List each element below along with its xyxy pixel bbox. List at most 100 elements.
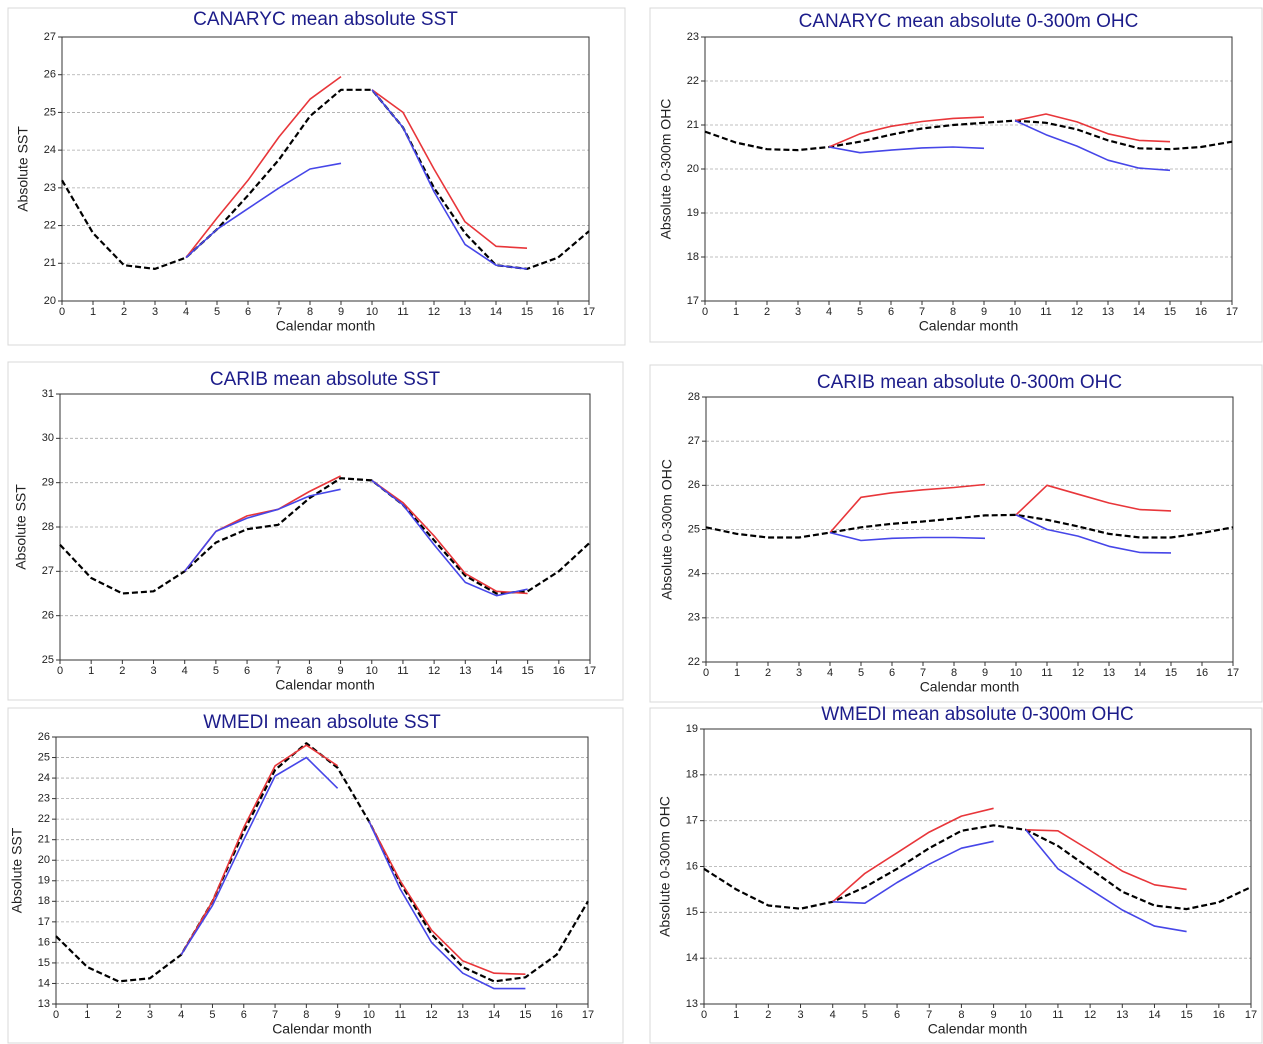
x-tick-label: 11 bbox=[1040, 306, 1051, 318]
x-tick-label: 10 bbox=[363, 1009, 375, 1021]
x-tick-label: 6 bbox=[888, 306, 894, 318]
x-axis-label: Calendar month bbox=[920, 679, 1020, 695]
y-axis-label: Absolute 0-300m OHC bbox=[657, 796, 673, 937]
x-tick-label: 0 bbox=[703, 667, 709, 679]
forecast-line bbox=[371, 89, 528, 249]
x-tick-label: 17 bbox=[1226, 306, 1238, 318]
plot-frame bbox=[703, 728, 1252, 1005]
x-tick-label: 6 bbox=[244, 665, 250, 677]
y-tick-label: 26 bbox=[688, 479, 700, 491]
panel-frame bbox=[7, 7, 626, 346]
x-tick-label: 4 bbox=[178, 1009, 184, 1021]
y-tick-label: 13 bbox=[38, 998, 50, 1010]
x-tick-label: 8 bbox=[303, 1009, 309, 1021]
plot-frame bbox=[704, 36, 1233, 302]
x-tick-label: 4 bbox=[182, 665, 188, 677]
x-tick-label: 17 bbox=[584, 665, 596, 677]
y-tick-label: 23 bbox=[687, 31, 699, 43]
x-tick-label: 15 bbox=[1165, 667, 1177, 679]
x-tick-label: 11 bbox=[1052, 1009, 1063, 1021]
x-tick-label: 1 bbox=[733, 1009, 739, 1021]
climatology-line bbox=[59, 477, 591, 595]
chart-title: CARIB mean absolute 0-300m OHC bbox=[817, 372, 1122, 393]
y-tick-label: 27 bbox=[44, 31, 56, 43]
y-tick-label: 25 bbox=[44, 106, 56, 118]
y-tick-label: 22 bbox=[687, 75, 699, 87]
climatology-line bbox=[703, 824, 1252, 911]
x-tick-label: 14 bbox=[488, 1009, 500, 1021]
forecast-line bbox=[368, 820, 526, 990]
y-tick-label: 23 bbox=[688, 612, 700, 624]
x-axis-label: Calendar month bbox=[275, 677, 375, 693]
x-tick-label: 1 bbox=[84, 1009, 90, 1021]
x-tick-label: 15 bbox=[1181, 1009, 1193, 1021]
plot-frame bbox=[705, 396, 1234, 663]
x-axis-label: Calendar month bbox=[272, 1021, 372, 1037]
x-tick-label: 16 bbox=[1213, 1009, 1225, 1021]
x-tick-label: 1 bbox=[734, 667, 740, 679]
x-tick-label: 15 bbox=[519, 1009, 531, 1021]
y-tick-label: 28 bbox=[688, 391, 700, 403]
y-tick-label: 24 bbox=[688, 568, 700, 580]
x-tick-label: 7 bbox=[920, 667, 926, 679]
y-tick-label: 25 bbox=[42, 654, 54, 666]
x-tick-label: 15 bbox=[521, 306, 533, 318]
y-tick-label: 18 bbox=[687, 251, 699, 263]
y-axis-label: Absolute SST bbox=[13, 484, 29, 570]
y-tick-label: 22 bbox=[44, 219, 56, 231]
x-tick-label: 4 bbox=[830, 1009, 836, 1021]
panel-frame bbox=[649, 707, 1263, 1044]
y-tick-label: 25 bbox=[688, 523, 700, 535]
x-tick-label: 12 bbox=[1071, 306, 1083, 318]
x-tick-label: 5 bbox=[213, 665, 219, 677]
forecast-line bbox=[1025, 829, 1187, 933]
plot-frame bbox=[61, 36, 590, 302]
y-tick-label: 22 bbox=[688, 656, 700, 668]
y-tick-label: 22 bbox=[38, 813, 50, 825]
x-tick-label: 12 bbox=[428, 306, 440, 318]
plot-frame bbox=[59, 393, 591, 661]
x-tick-label: 12 bbox=[1084, 1009, 1096, 1021]
x-tick-label: 11 bbox=[1041, 667, 1052, 679]
y-tick-label: 15 bbox=[686, 906, 698, 918]
x-tick-label: 6 bbox=[245, 306, 251, 318]
panel: WMEDI mean absolute 0-300m OHC1314151617… bbox=[649, 704, 1263, 1044]
x-tick-label: 11 bbox=[397, 306, 408, 318]
y-tick-label: 21 bbox=[38, 834, 50, 846]
x-tick-label: 17 bbox=[1227, 667, 1239, 679]
x-axis-label: Calendar month bbox=[276, 318, 376, 334]
x-tick-label: 10 bbox=[366, 665, 378, 677]
x-tick-label: 4 bbox=[183, 306, 189, 318]
x-tick-label: 17 bbox=[583, 306, 595, 318]
y-tick-label: 26 bbox=[38, 731, 50, 743]
x-tick-label: 7 bbox=[919, 306, 925, 318]
x-tick-label: 14 bbox=[1134, 667, 1146, 679]
x-tick-label: 16 bbox=[1195, 306, 1207, 318]
y-tick-label: 20 bbox=[44, 295, 56, 307]
forecast-line bbox=[1015, 484, 1172, 516]
chart-title: WMEDI mean absolute SST bbox=[203, 712, 441, 733]
y-tick-label: 21 bbox=[687, 119, 699, 131]
x-tick-label: 3 bbox=[797, 1009, 803, 1021]
y-tick-label: 19 bbox=[38, 875, 50, 887]
y-tick-label: 14 bbox=[38, 977, 50, 989]
x-tick-label: 6 bbox=[889, 667, 895, 679]
x-tick-label: 13 bbox=[1103, 667, 1115, 679]
x-axis-label: Calendar month bbox=[919, 318, 1019, 334]
x-tick-label: 2 bbox=[765, 667, 771, 679]
forecast-line bbox=[1014, 113, 1171, 143]
forecast-line bbox=[829, 531, 986, 542]
forecast-line bbox=[828, 116, 985, 148]
climatology-line bbox=[704, 119, 1233, 152]
y-tick-label: 21 bbox=[44, 257, 56, 269]
x-tick-label: 8 bbox=[307, 306, 313, 318]
x-tick-label: 2 bbox=[119, 665, 125, 677]
x-tick-label: 15 bbox=[1164, 306, 1176, 318]
x-tick-label: 9 bbox=[338, 665, 344, 677]
x-tick-label: 13 bbox=[1116, 1009, 1128, 1021]
x-tick-label: 0 bbox=[701, 1009, 707, 1021]
forecast-line bbox=[180, 756, 339, 956]
x-tick-label: 9 bbox=[982, 667, 988, 679]
x-tick-label: 0 bbox=[59, 306, 65, 318]
forecast-line bbox=[371, 89, 528, 270]
